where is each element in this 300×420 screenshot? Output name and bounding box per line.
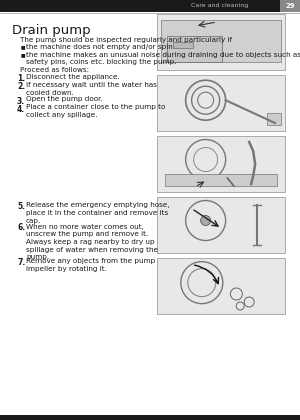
Text: When no more water comes out,
unscrew the pump and remove it.
Always keep a rag : When no more water comes out, unscrew th…	[26, 223, 158, 260]
Text: 3.: 3.	[17, 97, 25, 105]
Text: 5.: 5.	[17, 202, 25, 211]
Bar	[157, 136, 285, 192]
Text: The pump should be inspected regularly and particularly if: The pump should be inspected regularly a…	[20, 37, 232, 43]
Text: Drain pump: Drain pump	[12, 24, 91, 37]
Text: Proceed as follows:: Proceed as follows:	[20, 66, 89, 73]
Text: 4.: 4.	[17, 105, 25, 113]
Bar	[173, 42, 193, 48]
Bar	[280, 0, 300, 12]
Bar	[161, 20, 281, 62]
Text: If necessary wait until the water has
cooled down.: If necessary wait until the water has co…	[26, 82, 157, 96]
Text: Disconnect the appliance.: Disconnect the appliance.	[26, 74, 120, 80]
Text: Release the emergency emptying hose,
place it in the container and remove its
ca: Release the emergency emptying hose, pla…	[26, 202, 170, 223]
Text: Care and cleaning: Care and cleaning	[191, 3, 249, 8]
Text: the machine makes an unusual noise during draining due to objects such as
safety: the machine makes an unusual noise durin…	[26, 52, 300, 65]
Bar	[157, 197, 285, 253]
Bar	[167, 36, 222, 62]
Bar	[165, 174, 277, 186]
Text: 7.: 7.	[17, 258, 25, 267]
Text: Place a container close to the pump to
collect any spillage.: Place a container close to the pump to c…	[26, 105, 165, 118]
Bar	[157, 14, 285, 70]
Text: ■: ■	[21, 45, 26, 50]
Bar	[267, 113, 281, 125]
Circle shape	[201, 215, 211, 226]
Text: Open the pump door.: Open the pump door.	[26, 97, 103, 102]
Text: 6.: 6.	[17, 223, 25, 233]
Bar	[157, 258, 285, 314]
Text: Remove any objects from the pump
impeller by rotating it.: Remove any objects from the pump impelle…	[26, 258, 155, 272]
Text: 29: 29	[285, 3, 295, 9]
Bar	[0, 415, 300, 420]
Text: 2.: 2.	[17, 82, 25, 91]
Bar	[157, 75, 285, 131]
Text: the machine does not empty and/or spin: the machine does not empty and/or spin	[26, 44, 173, 50]
Bar	[0, 0, 300, 12]
Text: ■: ■	[21, 52, 26, 57]
Text: 1.: 1.	[17, 74, 25, 83]
